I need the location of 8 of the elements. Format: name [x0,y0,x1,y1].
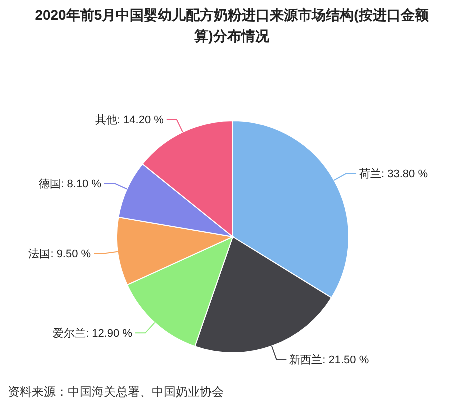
slice-label: 法国: 9.50 % [28,248,92,261]
slice-label: 其他: 14.20 % [95,114,164,127]
slice-label: 爱尔兰: 12.90 % [53,327,133,340]
slice-label: 德国: 8.10 % [39,178,102,191]
slice-label: 荷兰: 33.80 % [360,168,428,181]
slice-label: 新西兰: 21.50 % [290,353,370,366]
text: 资料来源：中国海关总署、中国奶业协会 [8,385,224,399]
title: 2020年前5月中国婴幼儿配方奶粉进口来源市场结构(按进口金额算)分布情况 [35,7,429,44]
